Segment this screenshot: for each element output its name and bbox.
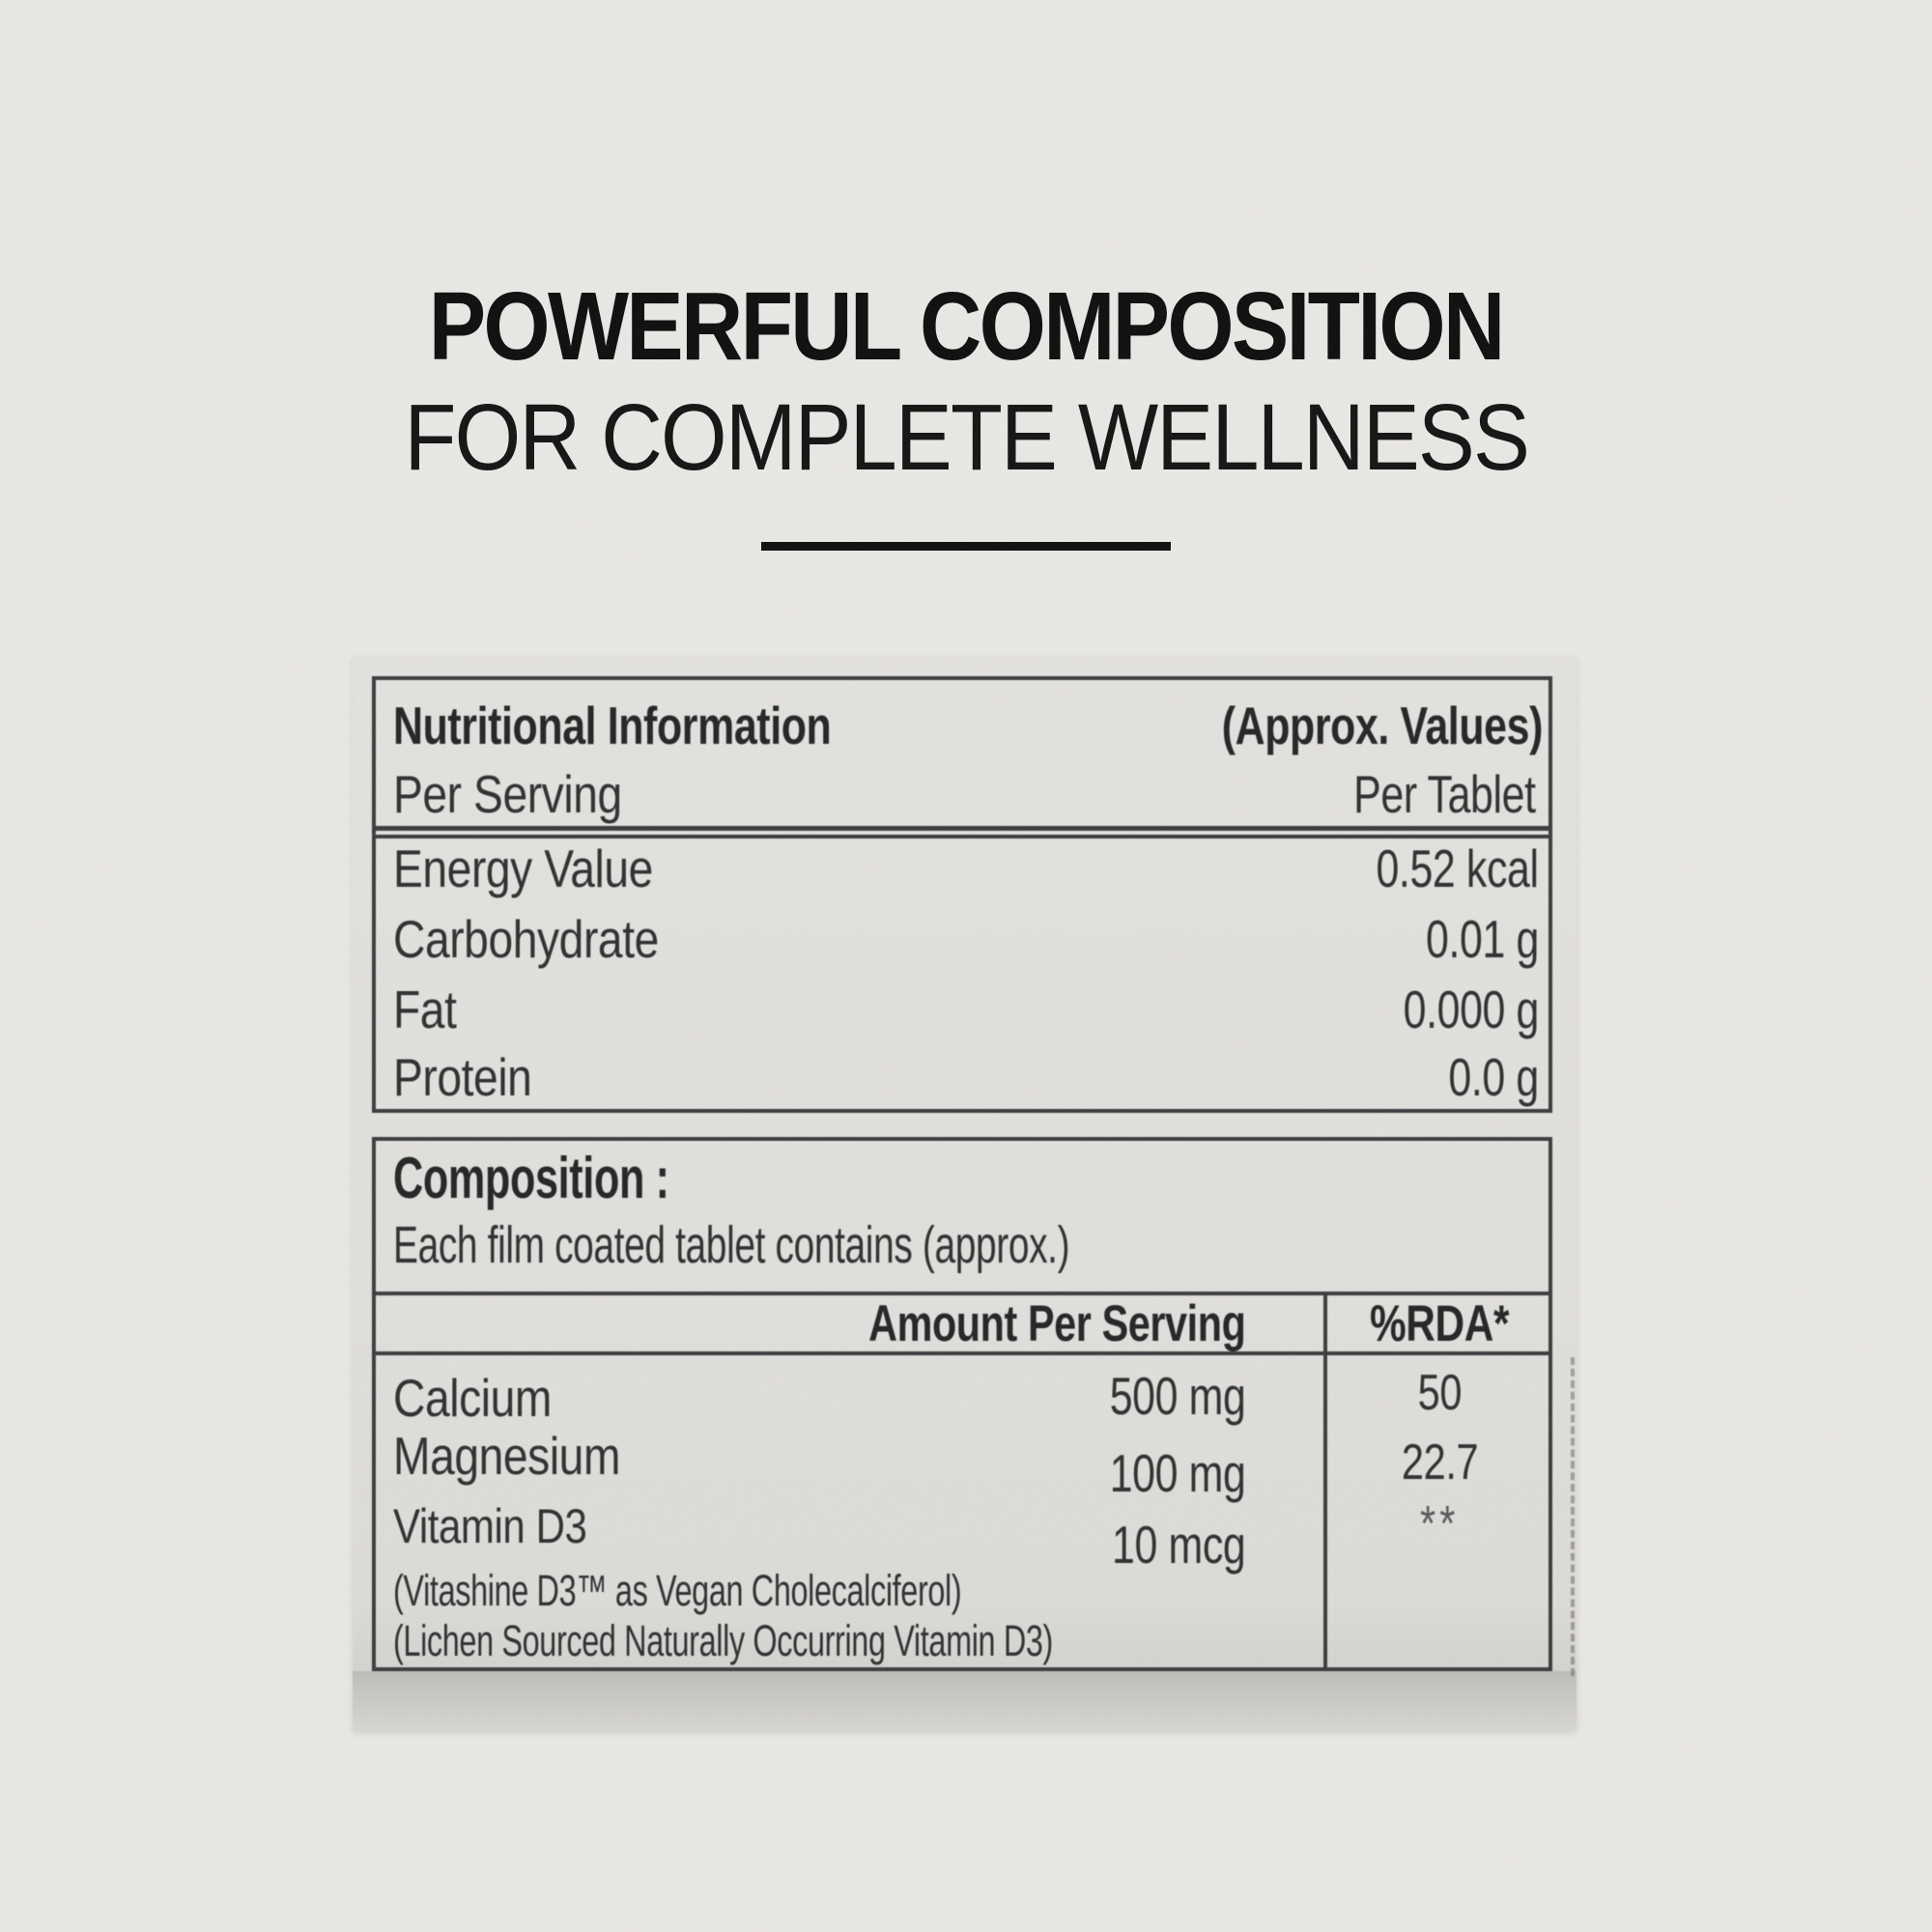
composition-row-label: Vitamin D3 [393, 1499, 587, 1553]
label-edge-crease [1571, 1357, 1575, 1676]
composition-title: Composition : [393, 1146, 669, 1210]
nutrition-row-value: 0.000 g [1403, 980, 1540, 1039]
composition-row-rda: 22.7 [1401, 1435, 1479, 1491]
composition-row-rda: 50 [1417, 1365, 1463, 1421]
amount-per-serving-column-header: Amount Per Serving [867, 1295, 1246, 1352]
lichen-note: (Lichen Sourced Naturally Occurring Vita… [393, 1616, 1053, 1665]
vitashine-note: (Vitashine D3™ as Vegan Cholecalciferol) [393, 1566, 962, 1615]
composition-subtitle: Each film coated tablet contains (approx… [393, 1216, 1070, 1274]
nutrition-row-label: Protein [393, 1047, 532, 1107]
composition-row-amount: 500 mg [1109, 1366, 1245, 1426]
nutrition-row-value: 0.01 g [1426, 909, 1539, 969]
nutrition-row-label: Fat [393, 980, 457, 1039]
per-serving-label: Per Serving [393, 764, 622, 824]
composition-row-amount: 10 mcg [1111, 1515, 1246, 1575]
nutrition-row-value: 0.52 kcal [1376, 838, 1540, 898]
nutritional-information-header: Nutritional Information [393, 696, 832, 755]
composition-row-rda: ** [1420, 1496, 1460, 1552]
header-divider-rule-1 [376, 826, 1548, 831]
composition-row-amount: 100 mg [1109, 1443, 1245, 1503]
nutrition-row-label: Carbohydrate [393, 909, 659, 969]
composition-header-rule-bottom [376, 1351, 1548, 1355]
nutrition-row-label: Energy Value [393, 838, 653, 898]
nutrition-row-value: 0.0 g [1448, 1047, 1540, 1107]
composition-row-label: Magnesium [393, 1426, 621, 1486]
label-bottom-shadow [353, 1671, 1577, 1731]
composition-row-label: Calcium [393, 1368, 552, 1428]
approx-values-header: (Approx. Values) [1221, 696, 1544, 755]
per-tablet-label: Per Tablet [1353, 764, 1537, 824]
rda-column-header: %RDA* [1370, 1295, 1510, 1352]
